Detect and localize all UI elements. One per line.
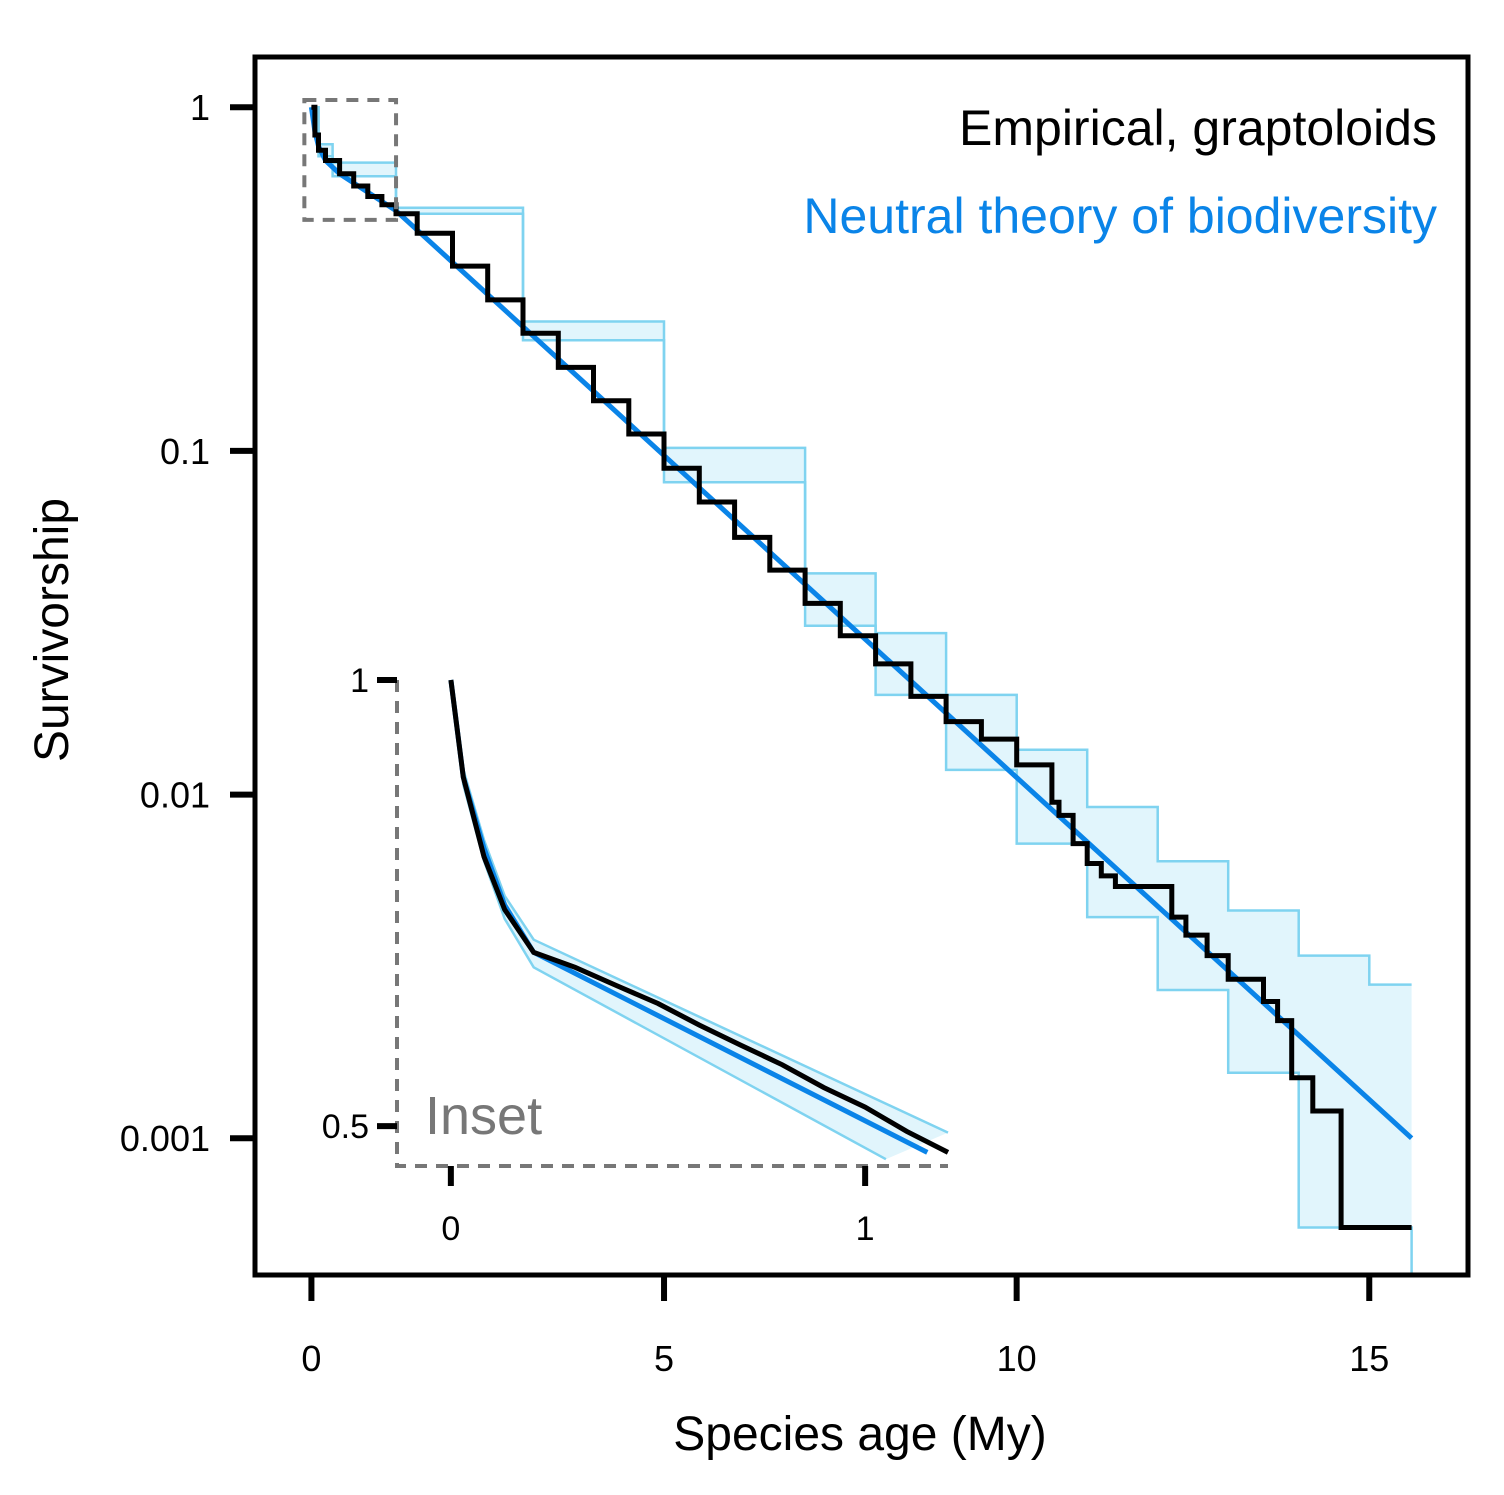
legend-label-empirical: Empirical, graptoloids: [959, 100, 1437, 156]
envelope-lower-line: [311, 105, 1413, 1275]
envelope-upper-line: [311, 105, 1412, 986]
plot-frame: [252, 54, 1471, 1278]
inset-x-tick-label: 1: [856, 1210, 875, 1248]
zoom-region-box: [302, 97, 399, 222]
envelope-band: [311, 107, 1412, 1275]
y-tick-label: 0.001: [120, 1118, 210, 1159]
y-tick-label: 1: [190, 87, 210, 128]
inset-axes: [395, 680, 948, 1168]
inset-y-tick-label: 1: [350, 662, 369, 700]
x-tick-label: 15: [1349, 1338, 1389, 1379]
main-series-group: [308, 104, 1414, 1275]
x-tick-label: 0: [301, 1338, 321, 1379]
x-axis-title: Species age (My): [673, 1408, 1046, 1461]
inset-plot-area: 0 1 1 0.5: [322, 662, 950, 1248]
y-axis-title: Survivorship: [26, 498, 79, 762]
inset-x-tick-label: 0: [441, 1210, 460, 1248]
y-tick-label: 0.1: [160, 431, 210, 472]
empirical-line: [311, 104, 1412, 1230]
inset-envelope-band: [450, 680, 948, 1160]
inset-empirical-line: [448, 679, 950, 1155]
inset-envelope-upper-line: [449, 679, 949, 1134]
inset-y-tick-label: 0.5: [322, 1108, 369, 1146]
inset-label: Inset: [425, 1086, 542, 1146]
y-tick-label: 0.01: [140, 775, 210, 816]
x-tick-label: 10: [997, 1338, 1037, 1379]
legend-label-neutral-theory: Neutral theory of biodiversity: [803, 188, 1437, 244]
inset-neutral-theory-line: [448, 679, 929, 1155]
x-tick-label: 5: [654, 1338, 674, 1379]
